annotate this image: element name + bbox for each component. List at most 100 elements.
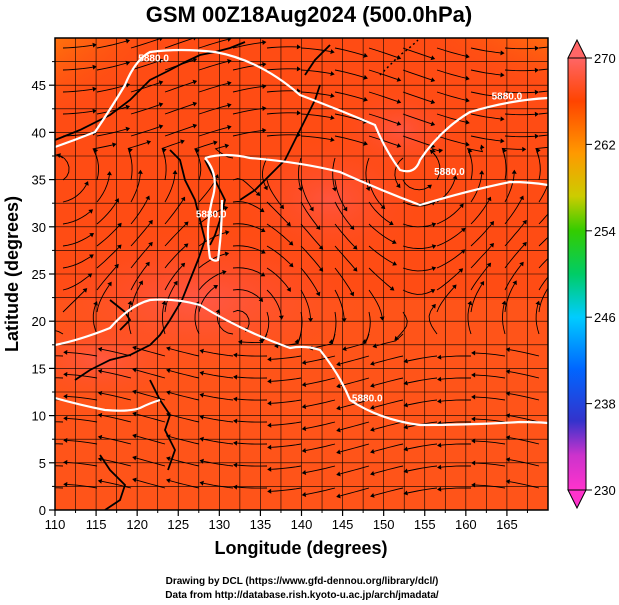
- streamline-arrow: [330, 93, 335, 99]
- streamline-arrow: [192, 57, 198, 63]
- streamline: [475, 484, 506, 489]
- streamline: [62, 88, 93, 93]
- streamline: [376, 333, 404, 347]
- streamline-arrow: [471, 482, 476, 488]
- streamline: [232, 130, 263, 137]
- streamline-arrow: [301, 470, 307, 475]
- streamline-arrow: [159, 38, 163, 42]
- streamline-arrow: [336, 427, 341, 433]
- streamline-arrow: [560, 245, 565, 249]
- streamline-arrow: [370, 470, 375, 476]
- streamline: [266, 201, 289, 224]
- streamline-arrow: [262, 105, 267, 111]
- streamline-arrow: [458, 268, 464, 273]
- streamline-arrow: [342, 206, 348, 212]
- streamline-arrow: [403, 424, 408, 430]
- streamline-arrow: [267, 356, 272, 362]
- streamline-arrow: [233, 462, 238, 468]
- streamline-arrow: [534, 67, 539, 73]
- streamline-arrow: [534, 45, 539, 51]
- streamline: [130, 198, 148, 225]
- streamline-arrow: [536, 148, 541, 154]
- colorbar-tick-label: 230: [594, 483, 616, 498]
- streamline-arrow: [116, 244, 122, 250]
- streamline: [101, 414, 132, 423]
- streamline: [96, 247, 120, 269]
- streamline-arrow: [437, 464, 442, 470]
- streamline: [62, 184, 87, 203]
- streamline: [504, 91, 536, 94]
- streamline-arrow: [396, 77, 402, 82]
- streamline-arrow: [224, 143, 230, 149]
- streamline: [169, 414, 200, 423]
- colorbar-tick-label: 270: [594, 51, 616, 66]
- streamline: [470, 113, 501, 120]
- streamline-arrow: [535, 300, 541, 306]
- streamline-arrow: [315, 291, 321, 297]
- streamline-arrow: [336, 471, 341, 477]
- streamline: [368, 113, 398, 124]
- streamline: [334, 113, 365, 122]
- streamline: [538, 90, 548, 93]
- streamline: [440, 465, 472, 468]
- streamline-arrow: [107, 281, 112, 287]
- streamline: [194, 304, 200, 335]
- streamline: [236, 420, 268, 423]
- streamline-arrow: [568, 41, 572, 46]
- streamline: [368, 69, 398, 80]
- streamline: [407, 443, 438, 450]
- streamline-arrow: [238, 339, 243, 345]
- streamline: [198, 271, 223, 291]
- streamline: [164, 125, 194, 137]
- streamline: [436, 270, 461, 291]
- streamline: [504, 135, 536, 138]
- streamline: [236, 486, 268, 489]
- streamline: [130, 60, 160, 71]
- x-tick-label: 135: [250, 517, 272, 532]
- streamline-arrow: [315, 225, 321, 230]
- streamline: [169, 458, 200, 467]
- streamline-arrow: [214, 174, 219, 179]
- streamline: [62, 256, 91, 269]
- streamline-arrow: [146, 140, 152, 145]
- streamline-arrow: [437, 486, 442, 492]
- streamline-arrow: [92, 42, 97, 48]
- streamline: [164, 173, 176, 203]
- streamline: [407, 355, 438, 362]
- y-tick-label: 35: [32, 173, 46, 188]
- streamline-arrow: [89, 232, 95, 238]
- streamline: [509, 415, 540, 423]
- streamline-arrow: [430, 99, 436, 105]
- streamline-arrow: [452, 284, 457, 290]
- streamline-arrow: [63, 459, 68, 465]
- streamline-arrow: [437, 398, 442, 404]
- streamline: [232, 201, 262, 211]
- streamline-arrow: [199, 348, 204, 354]
- streamline: [96, 266, 117, 291]
- streamline-arrow: [363, 52, 368, 58]
- streamline: [266, 179, 282, 207]
- streamline-arrow: [87, 273, 93, 278]
- streamline-arrow: [437, 376, 442, 382]
- streamline-arrow: [172, 169, 178, 175]
- streamline: [339, 487, 370, 497]
- streamline-arrow: [336, 405, 341, 411]
- streamline-arrow: [301, 426, 307, 431]
- streamline: [300, 289, 312, 319]
- streamline-arrow: [258, 297, 264, 302]
- streamline: [62, 275, 90, 291]
- streamline-arrow: [294, 339, 299, 344]
- streamline-arrow: [258, 338, 263, 344]
- streamline-arrow: [63, 393, 68, 399]
- streamline-arrow: [352, 244, 358, 250]
- streamline-arrow: [341, 318, 347, 323]
- streamline-arrow: [430, 121, 436, 127]
- streamline-arrow: [195, 148, 200, 154]
- streamline: [305, 399, 336, 407]
- streamline-arrow: [403, 468, 408, 474]
- streamline: [266, 112, 298, 115]
- streamline-arrow: [430, 143, 436, 149]
- streamline: [96, 62, 127, 71]
- streamline-arrow: [106, 171, 112, 176]
- streamline: [96, 40, 127, 49]
